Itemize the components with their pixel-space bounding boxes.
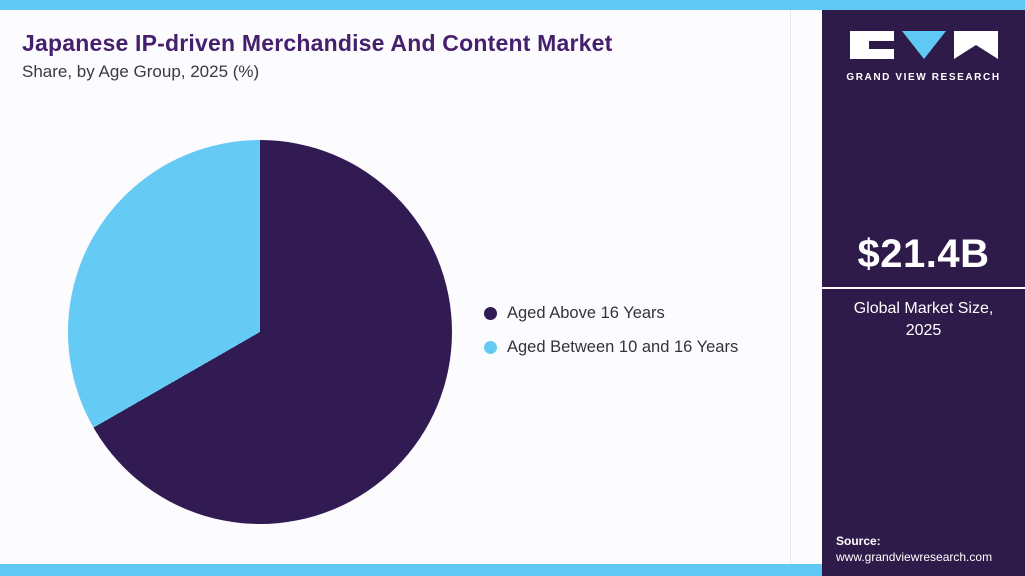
legend-swatch-aged-above-16 xyxy=(484,307,497,320)
source-url: www.grandviewresearch.com xyxy=(836,550,993,564)
brand-sidebar: GRAND VIEW RESEARCH $21.4B Global Market… xyxy=(822,0,1025,576)
top-accent-bar xyxy=(0,0,1025,10)
legend-item-aged-10-to-16: Aged Between 10 and 16 Years xyxy=(484,338,738,357)
market-size-divider xyxy=(822,287,1025,289)
chart-subtitle: Share, by Age Group, 2025 (%) xyxy=(22,62,260,81)
market-size-block: $21.4B Global Market Size, 2025 xyxy=(822,232,1025,341)
bottom-accent-bar xyxy=(0,564,822,576)
content-divider xyxy=(790,10,791,564)
legend-item-aged-above-16: Aged Above 16 Years xyxy=(484,304,738,323)
market-size-value: $21.4B xyxy=(857,232,990,276)
brand-name: GRAND VIEW RESEARCH xyxy=(846,72,1001,83)
source-label: Source: xyxy=(836,534,881,548)
market-size-label: Global Market Size, 2025 xyxy=(853,300,994,339)
gvr-logo: GRAND VIEW RESEARCH xyxy=(822,30,1025,83)
legend: Aged Above 16 Years Aged Between 10 and … xyxy=(484,304,738,357)
gvr-logo-icon xyxy=(849,31,998,59)
chart-title: Japanese IP-driven Merchandise And Conte… xyxy=(22,30,613,56)
pie-chart xyxy=(68,140,452,524)
legend-label-aged-above-16: Aged Above 16 Years xyxy=(507,304,665,322)
legend-swatch-aged-10-to-16 xyxy=(484,341,497,354)
chart-area: Japanese IP-driven Merchandise And Conte… xyxy=(0,10,822,576)
source-block: Source: www.grandviewresearch.com xyxy=(836,534,992,564)
legend-label-aged-10-to-16: Aged Between 10 and 16 Years xyxy=(507,338,739,356)
